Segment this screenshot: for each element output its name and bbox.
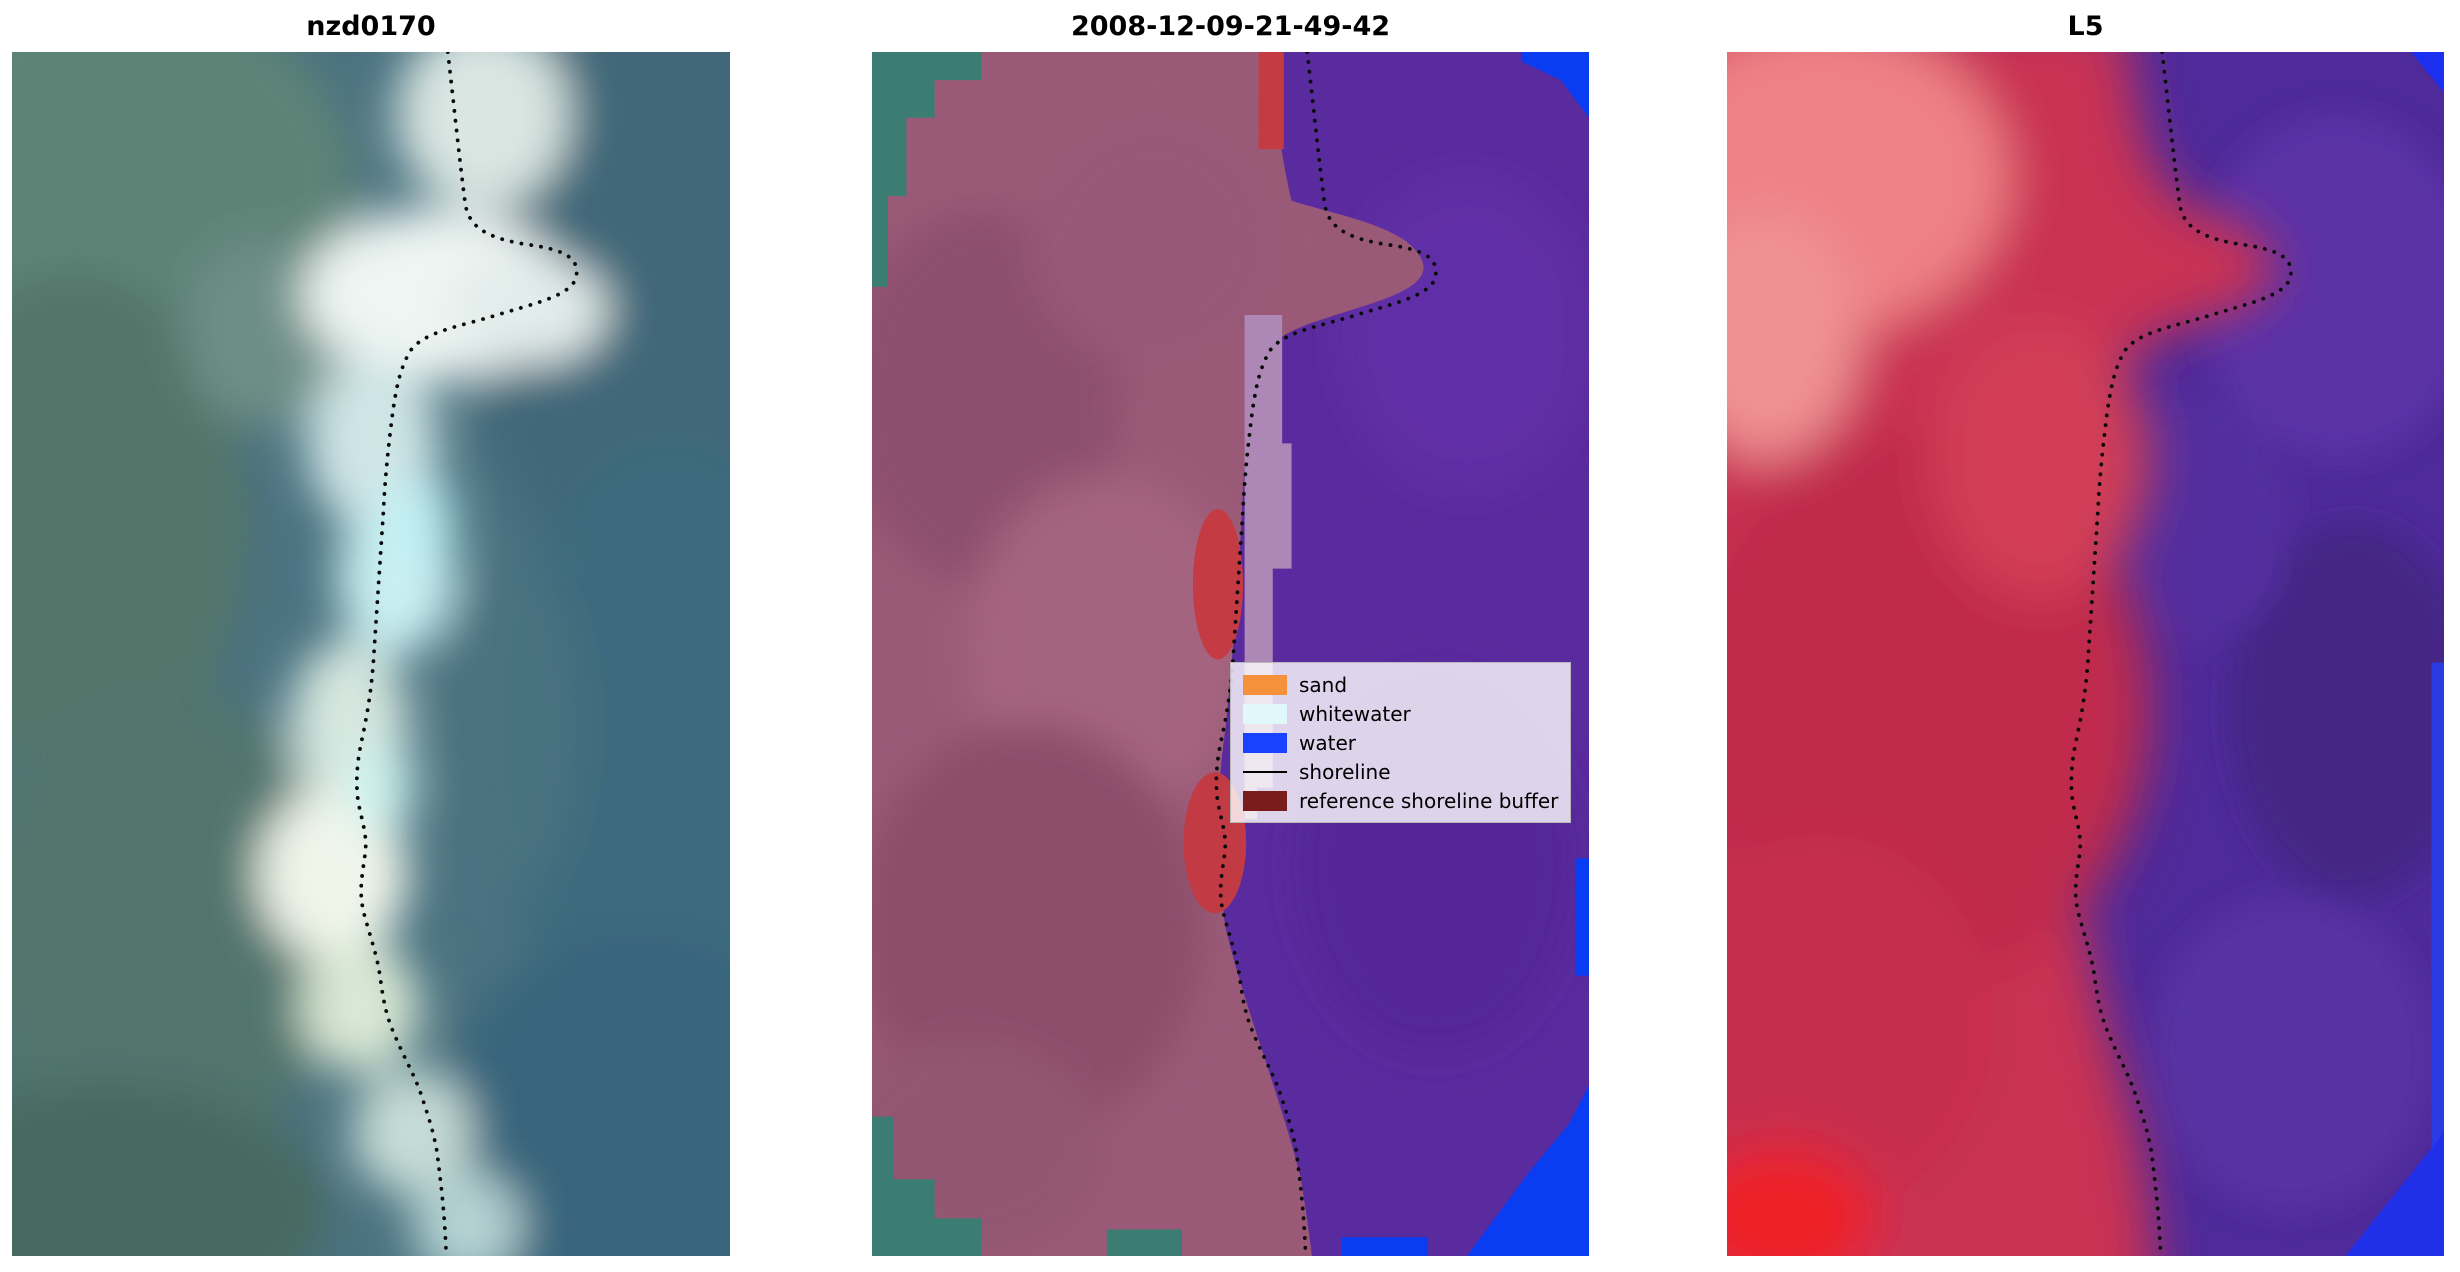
shoreline-dotted-line — [1214, 52, 1438, 1256]
rgb-terrain-blobs — [12, 52, 730, 1256]
legend-item-reference-buffer: reference shoreline buffer — [1243, 787, 1558, 814]
whitewater-swatch — [1243, 703, 1287, 724]
sand-swatch — [1243, 674, 1287, 695]
legend-label-sand: sand — [1299, 672, 1348, 697]
panel-title-date: 2008-12-09-21-49-42 — [1070, 11, 1391, 42]
shoreline-line-swatch — [1243, 770, 1287, 773]
shoreline-dotted-line — [354, 52, 579, 1256]
panel-title-sitename: nzd0170 — [306, 11, 436, 42]
legend: sand whitewater water shoreline referenc… — [1230, 662, 1572, 823]
legend-item-shoreline: shoreline — [1243, 758, 1558, 785]
panel-classified-image: sand whitewater water shoreline referenc… — [872, 52, 1589, 1256]
red-land-region — [1727, 52, 2273, 1256]
panel-l5-image — [1727, 52, 2444, 1256]
legend-item-water: water — [1243, 729, 1558, 756]
legend-item-whitewater: whitewater — [1243, 700, 1558, 727]
legend-label-shoreline: shoreline — [1299, 759, 1391, 784]
legend-item-sand: sand — [1243, 671, 1558, 698]
l5-image — [1727, 52, 2444, 1256]
panel-title-satellite: L5 — [2067, 11, 2104, 42]
reference-buffer-swatch — [1243, 790, 1287, 811]
legend-label-whitewater: whitewater — [1299, 701, 1411, 726]
deep-water-patches — [1341, 52, 1589, 1256]
satellite-rgb-image — [12, 52, 730, 1256]
shoreline-dotted-line — [2069, 52, 2293, 1256]
classified-image — [872, 52, 1589, 1256]
legend-label-water: water — [1299, 730, 1356, 755]
panel-rgb-image — [12, 52, 730, 1256]
buffer-mottle — [872, 114, 1280, 1256]
unclassified-teal-corners — [872, 52, 1182, 1256]
water-swatch — [1243, 732, 1287, 753]
legend-label-reference-buffer: reference shoreline buffer — [1299, 788, 1559, 813]
